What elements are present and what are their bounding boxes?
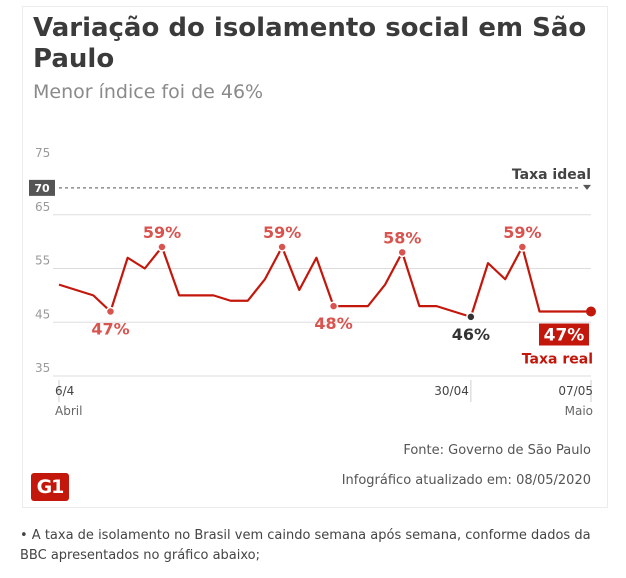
line-chart: 35 45 55 65 75 6/4 Abril 30/04 07/05 Maio 70 Taxa …	[29, 146, 596, 418]
data-label: 47%	[91, 320, 129, 339]
source-note: Fonte: Governo de São Paulo	[403, 443, 591, 458]
data-point	[397, 247, 407, 258]
g1-logo: G1	[31, 473, 69, 501]
y-tick-label: 55	[35, 254, 50, 268]
data-point	[328, 301, 339, 311]
y-tick-label: 45	[35, 307, 50, 321]
data-label: 46%	[452, 325, 490, 344]
chart-title: Variação do isolamento social em São Pau…	[33, 13, 587, 74]
data-label: 59%	[263, 223, 301, 242]
series-line	[58, 245, 591, 318]
data-point	[466, 312, 476, 322]
ideal-rate-label: Taxa ideal	[512, 167, 591, 183]
ideal-rate-arrow	[583, 184, 591, 190]
data-point	[517, 242, 528, 252]
update-note: Infográfico atualizado em: 08/05/2020	[341, 473, 591, 488]
series-name-label: Taxa real	[522, 352, 593, 368]
caption-text: • A taxa de isolamento no Brasil vem cai…	[20, 528, 591, 563]
chart-subtitle: Menor índice foi de 46%	[33, 81, 264, 103]
y-tick-label: 75	[35, 146, 50, 160]
ideal-rate-tag-bg	[29, 179, 55, 196]
data-label: 48%	[314, 314, 352, 333]
data-point	[105, 306, 116, 317]
data-label: 58%	[383, 228, 421, 247]
x-tick-label: 6/4	[55, 384, 74, 398]
data-label: 59%	[143, 223, 181, 242]
last-value-label: 47%	[544, 326, 585, 346]
data-point	[277, 242, 287, 252]
x-tick-sublabel: Maio	[565, 404, 593, 418]
last-value-badge	[539, 323, 589, 346]
data-label: 59%	[503, 223, 541, 242]
x-tick-label: 07/05	[558, 384, 593, 398]
ideal-rate-tag: 70	[34, 182, 50, 195]
data-point	[157, 242, 167, 252]
x-tick-label: 30/04	[434, 384, 469, 398]
y-tick-label: 65	[35, 200, 50, 214]
y-tick-label: 35	[35, 361, 50, 375]
x-tick-sublabel: Abril	[55, 404, 82, 418]
infographic-card: Variação do isolamento social em São Pau…	[22, 6, 608, 508]
data-point	[586, 306, 596, 317]
